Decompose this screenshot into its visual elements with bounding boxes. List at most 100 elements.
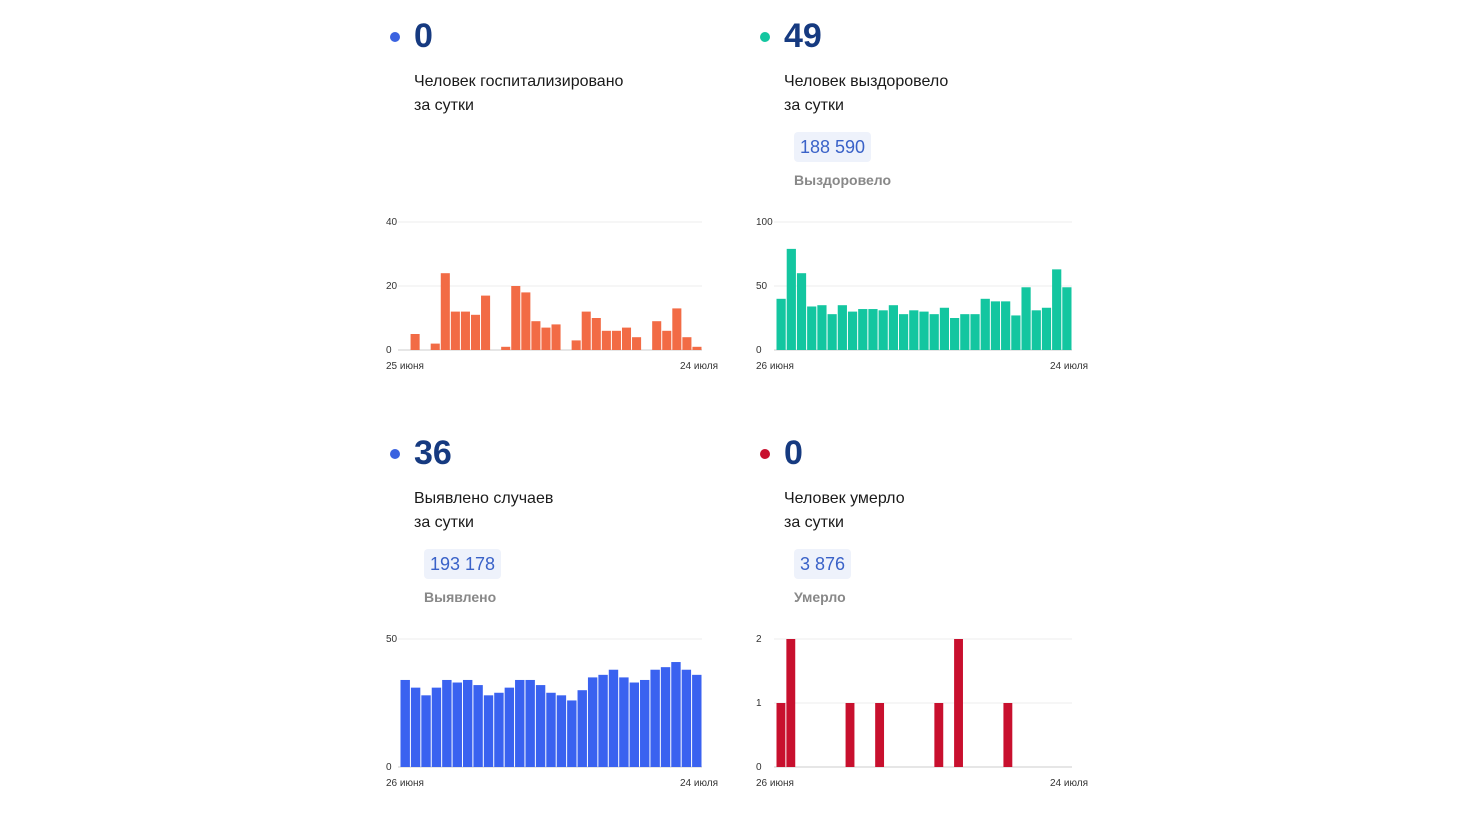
bar[interactable]	[868, 309, 878, 350]
bar[interactable]	[980, 298, 990, 350]
bar[interactable]	[462, 679, 473, 767]
bar[interactable]	[521, 292, 531, 350]
bar[interactable]	[410, 687, 421, 767]
bar[interactable]	[960, 314, 970, 350]
bar[interactable]	[567, 700, 577, 767]
bar[interactable]	[776, 298, 786, 350]
description-line-2: за сутки	[784, 97, 844, 114]
bar[interactable]	[1031, 310, 1041, 350]
bar[interactable]	[817, 305, 827, 350]
bar[interactable]	[546, 692, 556, 767]
bar[interactable]	[692, 346, 702, 350]
bar[interactable]	[511, 286, 521, 350]
bar[interactable]	[858, 309, 868, 350]
bar[interactable]	[601, 330, 611, 350]
bar[interactable]	[473, 685, 483, 767]
bar[interactable]	[440, 273, 450, 350]
bar[interactable]	[431, 687, 442, 767]
bar[interactable]	[1003, 703, 1013, 767]
indicator-dot	[390, 32, 400, 42]
bar[interactable]	[692, 674, 702, 767]
bar[interactable]	[608, 669, 619, 767]
bar[interactable]	[660, 667, 671, 767]
bar[interactable]	[652, 321, 662, 350]
bar[interactable]	[525, 679, 535, 767]
bar[interactable]	[1052, 269, 1062, 350]
bar[interactable]	[571, 340, 581, 350]
bar[interactable]	[430, 343, 440, 350]
bar[interactable]	[450, 311, 460, 350]
x-start-label: 26 июня	[756, 778, 794, 789]
bar[interactable]	[598, 674, 608, 767]
bar[interactable]	[421, 695, 431, 767]
bar[interactable]	[1011, 315, 1021, 350]
bar[interactable]	[400, 679, 410, 767]
bar[interactable]	[786, 248, 796, 350]
bar[interactable]	[682, 337, 692, 350]
bar[interactable]	[442, 679, 452, 767]
bar[interactable]	[672, 308, 682, 350]
bar[interactable]	[452, 682, 462, 767]
bar[interactable]	[535, 685, 546, 767]
bar[interactable]	[954, 639, 963, 767]
bar[interactable]	[551, 324, 561, 350]
bar[interactable]	[929, 314, 939, 350]
bar[interactable]	[786, 639, 796, 767]
bar[interactable]	[619, 677, 629, 767]
total-label: Умерло	[794, 589, 846, 605]
bar[interactable]	[515, 679, 525, 767]
bar[interactable]	[950, 318, 960, 350]
x-start-label: 26 июня	[756, 361, 794, 372]
bar[interactable]	[483, 695, 494, 767]
bar[interactable]	[827, 314, 837, 350]
bar[interactable]	[662, 330, 672, 350]
hospitalized-bar-chart: 0 20 40 25 июня 24 июля	[386, 217, 718, 372]
total-badge: 3 876	[794, 549, 852, 579]
bar[interactable]	[410, 334, 420, 350]
cases-bar-chart: 0 50 26 июня 24 июля	[386, 634, 718, 789]
bar[interactable]	[611, 330, 621, 350]
bar[interactable]	[531, 321, 541, 350]
bar[interactable]	[504, 687, 515, 767]
bar[interactable]	[837, 305, 847, 350]
bar[interactable]	[934, 703, 944, 767]
bar[interactable]	[681, 669, 692, 767]
bar[interactable]	[470, 314, 481, 350]
bar[interactable]	[650, 669, 660, 767]
bar[interactable]	[640, 679, 650, 767]
bar[interactable]	[632, 337, 642, 350]
bar[interactable]	[556, 695, 567, 767]
x-start-label: 26 июня	[386, 778, 424, 789]
bar[interactable]	[494, 692, 504, 767]
bar[interactable]	[878, 310, 888, 350]
bar[interactable]	[847, 311, 858, 350]
bar[interactable]	[629, 682, 640, 767]
daily-value: 49	[784, 17, 822, 55]
bar[interactable]	[919, 311, 929, 350]
bar[interactable]	[776, 703, 786, 767]
bar[interactable]	[460, 311, 470, 350]
bar[interactable]	[939, 307, 950, 350]
bar[interactable]	[1041, 307, 1052, 350]
bar[interactable]	[481, 295, 491, 350]
bar[interactable]	[587, 677, 598, 767]
bar[interactable]	[970, 314, 980, 350]
bar[interactable]	[671, 662, 681, 767]
bar[interactable]	[909, 310, 919, 350]
bar[interactable]	[796, 273, 807, 350]
bar[interactable]	[577, 690, 587, 767]
bar[interactable]	[888, 305, 898, 350]
bar[interactable]	[621, 327, 632, 350]
bar[interactable]	[875, 703, 885, 767]
bar[interactable]	[898, 314, 909, 350]
bar[interactable]	[581, 311, 591, 350]
bar[interactable]	[845, 703, 855, 767]
bar[interactable]	[1001, 301, 1011, 350]
bar[interactable]	[1021, 287, 1031, 350]
bar[interactable]	[591, 318, 601, 350]
bar[interactable]	[807, 306, 817, 350]
bar[interactable]	[990, 301, 1001, 350]
bar[interactable]	[1062, 287, 1072, 350]
bar[interactable]	[501, 346, 511, 350]
bar[interactable]	[541, 327, 551, 350]
